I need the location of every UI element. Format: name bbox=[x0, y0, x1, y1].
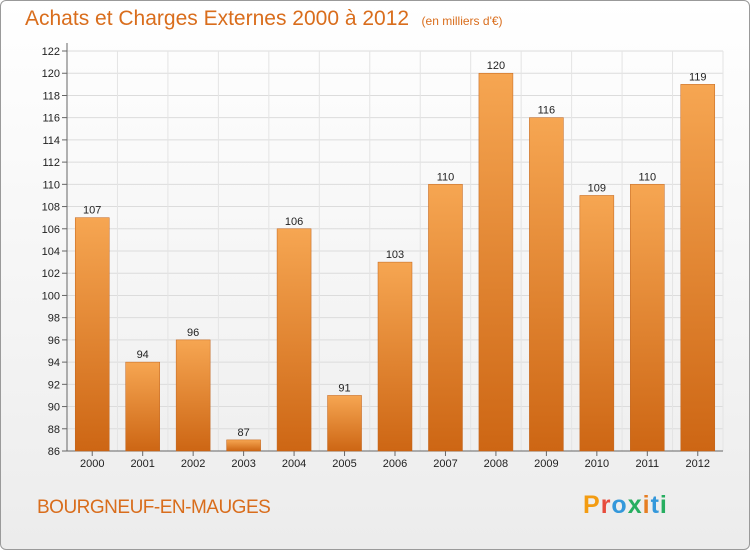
y-tick-label: 108 bbox=[42, 202, 60, 214]
y-tick-label: 104 bbox=[42, 246, 60, 258]
y-tick-label: 110 bbox=[42, 179, 60, 191]
x-tick-label: 2007 bbox=[433, 458, 457, 470]
y-tick-label: 112 bbox=[42, 157, 60, 169]
x-tick-label: 2010 bbox=[585, 458, 609, 470]
data-labels: 107 94 96 87 106 91 103 110 120 116 109 110 119 bbox=[83, 60, 706, 439]
logo-letter: i bbox=[659, 491, 668, 519]
x-tick-label: 2005 bbox=[332, 458, 356, 470]
x-tick-label: 2001 bbox=[130, 458, 154, 470]
data-label: 106 bbox=[285, 216, 303, 228]
x-tick-label: 2003 bbox=[231, 458, 255, 470]
chart-subtitle: (en milliers d'€) bbox=[421, 14, 503, 28]
y-tick-label: 106 bbox=[42, 224, 60, 236]
data-label: 103 bbox=[386, 249, 404, 261]
y-tick-label: 116 bbox=[42, 113, 60, 125]
x-tick-label: 2011 bbox=[635, 458, 659, 470]
x-tick-label: 2008 bbox=[484, 458, 508, 470]
bar-2005 bbox=[327, 395, 362, 452]
bar-2004 bbox=[276, 228, 312, 452]
x-tick-label: 2004 bbox=[282, 458, 306, 470]
data-label: 107 bbox=[83, 205, 101, 217]
logo-letter: t bbox=[650, 491, 660, 519]
y-tick-label: 120 bbox=[42, 68, 60, 80]
data-label: 120 bbox=[487, 60, 505, 72]
y-tick-label: 90 bbox=[48, 402, 60, 414]
y-tick-label: 92 bbox=[48, 379, 60, 391]
y-tick-label: 98 bbox=[48, 313, 60, 325]
data-label: 119 bbox=[689, 71, 707, 83]
data-label: 109 bbox=[588, 182, 606, 194]
y-tick-label: 122 bbox=[42, 46, 60, 58]
bar-2001 bbox=[125, 361, 160, 452]
bar-2010 bbox=[579, 195, 615, 452]
y-tick-label: 96 bbox=[48, 335, 60, 347]
logo-letter: r bbox=[600, 491, 612, 519]
x-tick-label: 2006 bbox=[383, 458, 407, 470]
y-tick-label: 102 bbox=[42, 268, 60, 280]
data-label: 116 bbox=[538, 105, 556, 117]
y-tick-label: 114 bbox=[42, 135, 60, 147]
y-tick-label: 94 bbox=[48, 357, 60, 369]
bar-2011 bbox=[630, 184, 665, 452]
bar-2007 bbox=[428, 184, 463, 452]
bar-2012 bbox=[680, 84, 716, 452]
data-label: 96 bbox=[187, 327, 199, 339]
data-label: 110 bbox=[437, 171, 455, 183]
data-label: 87 bbox=[237, 427, 249, 439]
logo-letter: P bbox=[583, 491, 601, 519]
data-label: 91 bbox=[338, 382, 350, 394]
y-tick-label: 118 bbox=[42, 90, 60, 102]
bar-2009 bbox=[529, 117, 564, 452]
logo-letter: o bbox=[611, 491, 628, 519]
bar-2000 bbox=[74, 217, 110, 452]
chart-title: Achats et Charges Externes 2000 à 2012 bbox=[25, 7, 410, 30]
bar-2002 bbox=[175, 339, 211, 452]
x-tick-label: 2000 bbox=[80, 458, 104, 470]
bars bbox=[74, 72, 716, 452]
x-tick-label: 2009 bbox=[534, 458, 558, 470]
y-tick-label: 100 bbox=[42, 290, 60, 302]
data-label: 94 bbox=[137, 349, 149, 361]
bar-2006 bbox=[377, 261, 413, 452]
data-label: 110 bbox=[639, 171, 657, 183]
logo-letter: i bbox=[642, 491, 651, 519]
y-tick-label: 86 bbox=[48, 446, 60, 458]
title-row: Achats et Charges Externes 2000 à 2012 (… bbox=[25, 7, 503, 31]
logo-letter: x bbox=[627, 491, 643, 519]
bar-2008 bbox=[478, 72, 514, 452]
place-name: BOURGNEUF-EN-MAUGES bbox=[37, 497, 271, 518]
proxiti-logo[interactable]: Proxiti bbox=[583, 491, 668, 520]
x-tick-label: 2012 bbox=[686, 458, 710, 470]
y-tick-label: 88 bbox=[48, 424, 60, 436]
x-tick-label: 2002 bbox=[181, 458, 205, 470]
bar-2003 bbox=[226, 439, 261, 452]
